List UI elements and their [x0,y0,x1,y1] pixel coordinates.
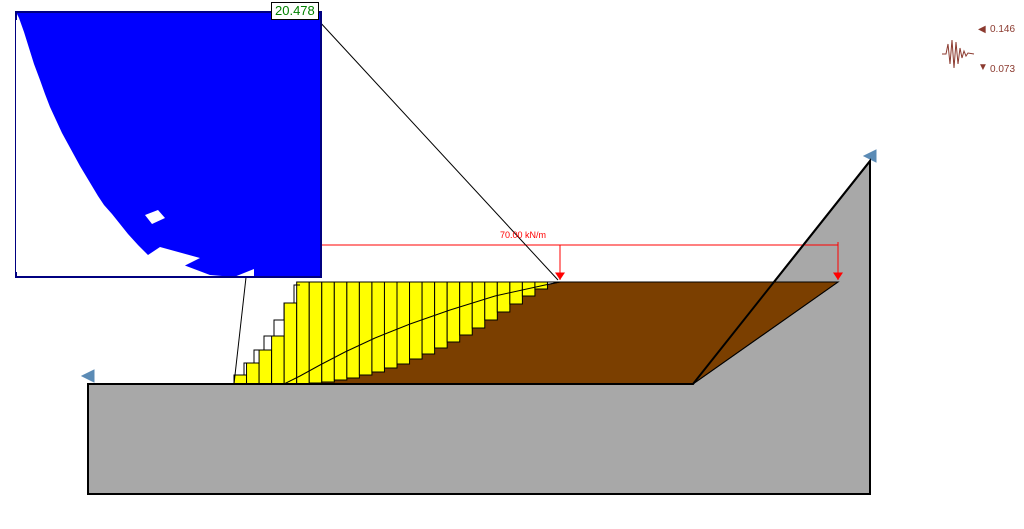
slice [485,282,498,320]
slice [272,336,285,384]
slice [497,282,510,312]
seismic-vert-value: 0.073 [990,64,1015,75]
factor-of-safety-box: 20.478 [271,2,319,20]
slice [372,282,385,372]
slice [334,282,347,380]
slice [397,282,410,364]
apex-marker-icon [82,370,94,382]
seismic-indicator: ◀ 0.146 ▼ 0.073 [940,24,1020,84]
slope-diagram [0,0,1024,529]
slice [297,282,310,384]
slice [447,282,460,342]
slice [384,282,397,368]
slice [259,350,272,384]
seismic-horiz-value: 0.146 [990,24,1015,35]
safety-map-inset [16,12,321,277]
slice [510,282,523,304]
slice [322,282,335,382]
slice [247,363,260,384]
slice [472,282,485,328]
slice [359,282,372,375]
slice [284,303,297,384]
factor-of-safety-value: 20.478 [275,3,315,18]
slice [347,282,360,378]
distributed-load-label: 70.00 kN/m [500,230,546,240]
slice [460,282,473,335]
distributed-load [306,242,843,280]
slice [234,375,247,384]
seismic-waveform-icon [940,34,980,74]
